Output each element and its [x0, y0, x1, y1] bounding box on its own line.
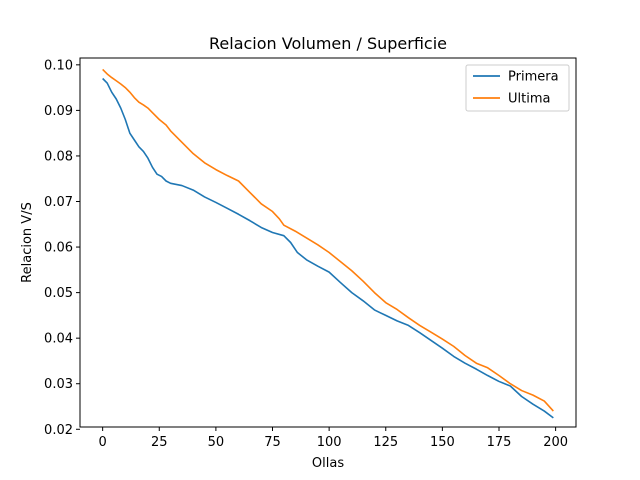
x-tick-label: 100	[317, 435, 342, 450]
y-tick-label: 0.07	[44, 195, 73, 210]
x-tick-label: 25	[151, 435, 168, 450]
y-tick-label: 0.02	[44, 423, 73, 438]
y-tick-label: 0.10	[44, 58, 73, 73]
x-tick-label: 175	[487, 435, 512, 450]
y-tick-label: 0.06	[44, 241, 73, 256]
x-tick-label: 75	[264, 435, 281, 450]
plot-frame	[79, 57, 577, 428]
y-tick-label: 0.04	[44, 332, 73, 347]
x-axis: 0 25 50 75 100 125 150 175 200	[99, 427, 568, 450]
y-axis-label: Relacion V/S	[20, 202, 35, 283]
legend-label-primera: Primera	[508, 70, 559, 85]
y-tick-label: 0.08	[44, 149, 73, 164]
series-layer	[102, 68, 554, 419]
y-tick-label: 0.03	[44, 377, 73, 392]
y-axis: 0.02 0.03 0.04 0.05 0.06 0.07 0.08 0.09 0.10	[44, 58, 80, 438]
x-axis-label: Ollas	[312, 456, 344, 471]
y-tick-label: 0.05	[44, 286, 73, 301]
series-line-ultima	[102, 68, 554, 412]
x-tick-label: 200	[543, 435, 568, 450]
x-tick-label: 150	[430, 435, 455, 450]
chart-title: Relacion Volumen / Superficie	[209, 34, 447, 53]
x-tick-label: 50	[208, 435, 225, 450]
x-tick-label: 125	[373, 435, 398, 450]
y-tick-label: 0.09	[44, 104, 73, 119]
series-line-primera	[102, 77, 554, 419]
legend: Primera Ultima	[465, 64, 570, 112]
legend-label-ultima: Ultima	[508, 92, 550, 107]
x-tick-label: 0	[99, 435, 107, 450]
